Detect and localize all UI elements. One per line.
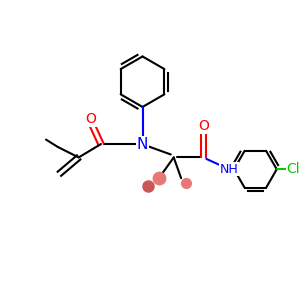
Text: Cl: Cl (286, 162, 300, 176)
Text: N: N (137, 136, 148, 152)
Text: NH: NH (219, 163, 238, 176)
Text: O: O (85, 112, 96, 126)
Text: O: O (198, 119, 209, 133)
